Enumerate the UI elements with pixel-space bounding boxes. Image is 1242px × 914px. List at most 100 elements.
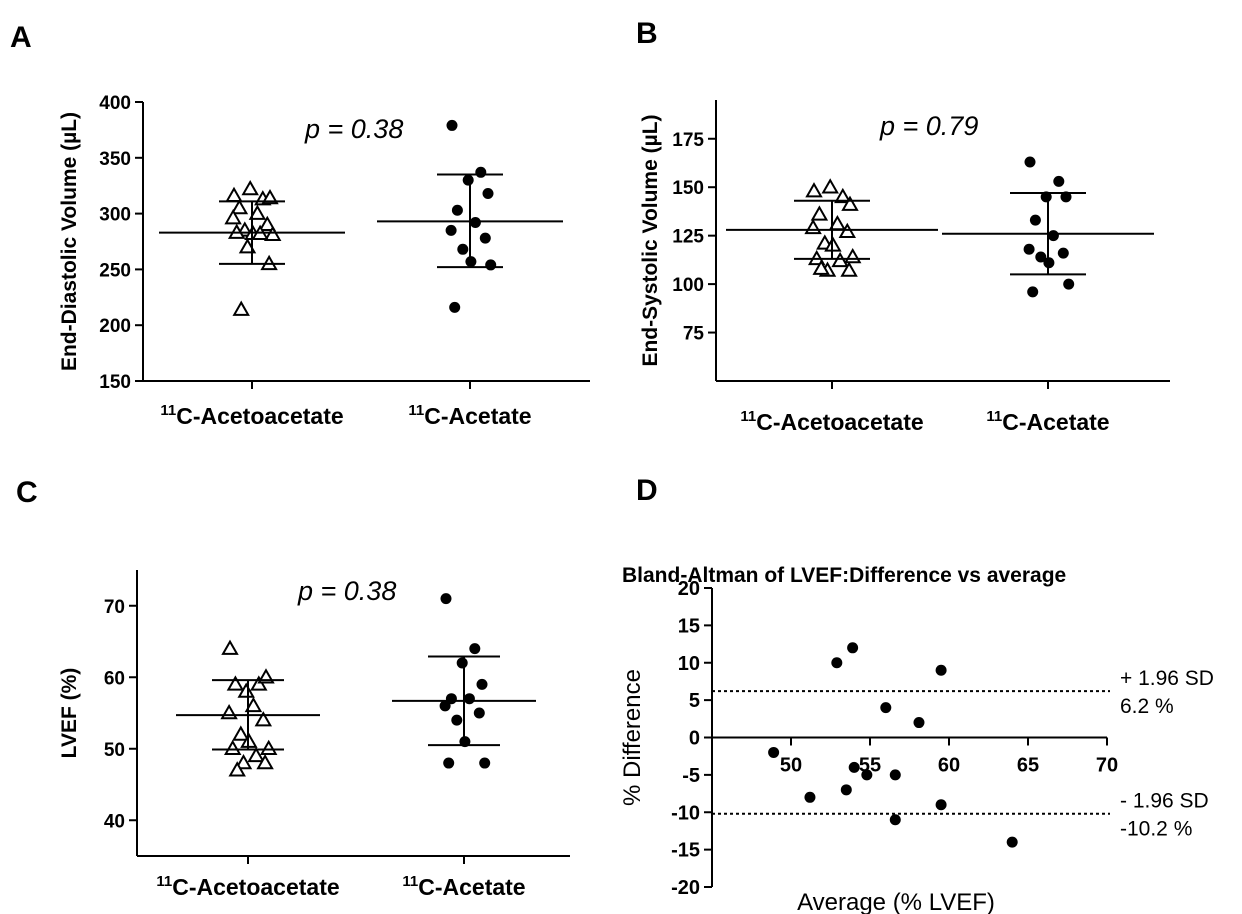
data-point-circle bbox=[463, 693, 475, 705]
data-point-circle bbox=[1060, 191, 1072, 203]
data-point-triangle bbox=[230, 199, 249, 215]
y-tick-label: 60 bbox=[104, 668, 125, 689]
data-point-circle bbox=[804, 791, 816, 803]
data-point-triangle bbox=[244, 696, 263, 713]
category-label: 11C-Acetate bbox=[402, 873, 525, 900]
data-point-circle bbox=[1047, 230, 1059, 242]
data-point-triangle bbox=[241, 180, 259, 196]
panel-letter-b: B bbox=[636, 17, 658, 50]
data-point-triangle bbox=[259, 739, 278, 755]
data-point-circle bbox=[451, 714, 463, 726]
data-point-circle bbox=[457, 243, 469, 255]
y-tick-label: 70 bbox=[104, 597, 125, 618]
category-label: 11C-Acetoacetate bbox=[740, 408, 923, 435]
data-point-circle bbox=[1057, 247, 1069, 259]
category-label: 11C-Acetoacetate bbox=[160, 402, 343, 429]
data-point-circle bbox=[485, 259, 497, 271]
data-point-circle bbox=[913, 717, 925, 729]
data-point-circle bbox=[440, 593, 452, 605]
data-point-circle bbox=[456, 657, 468, 669]
category-label: 11C-Acetate bbox=[408, 402, 531, 429]
p-value: p = 0.79 bbox=[879, 111, 978, 141]
y-axis-label: End-Systolic Volume (µL) bbox=[639, 114, 662, 366]
x-tick-label: 50 bbox=[780, 755, 802, 777]
y-tick-label: 125 bbox=[672, 227, 704, 248]
category-label-superscript: 11 bbox=[408, 402, 424, 419]
data-point-triangle bbox=[805, 182, 823, 198]
data-point-triangle bbox=[221, 639, 239, 655]
bland-altman-title: Bland-Altman of LVEF:Difference vs avera… bbox=[622, 564, 1066, 587]
y-axis-label: % Difference bbox=[619, 669, 646, 806]
reference-line-value: 6.2 % bbox=[1120, 695, 1174, 718]
data-point-circle bbox=[1035, 251, 1047, 263]
y-tick-label: 5 bbox=[689, 690, 700, 712]
data-point-triangle bbox=[258, 215, 277, 232]
category-label-text: C-Acetate bbox=[1002, 409, 1109, 435]
y-tick-label: 0 bbox=[689, 728, 700, 750]
data-point-triangle bbox=[261, 188, 279, 205]
data-point-circle bbox=[831, 657, 843, 669]
category-label: 11C-Acetoacetate bbox=[156, 873, 339, 900]
reference-line-label: - 1.96 SD bbox=[1120, 790, 1209, 813]
y-tick-label: -20 bbox=[671, 877, 700, 899]
data-point-circle bbox=[768, 746, 780, 758]
y-tick-label: 40 bbox=[104, 811, 125, 832]
y-tick-label: 100 bbox=[672, 275, 704, 296]
data-point-circle bbox=[1053, 175, 1065, 187]
data-point-triangle bbox=[804, 218, 822, 235]
y-axis-label: LVEF (%) bbox=[58, 668, 81, 759]
panel-letter-d: D bbox=[636, 474, 658, 507]
data-point-circle bbox=[462, 174, 474, 186]
data-point-circle bbox=[847, 642, 859, 654]
data-point-circle bbox=[476, 678, 488, 690]
data-point-circle bbox=[469, 217, 481, 229]
data-point-triangle bbox=[224, 209, 242, 225]
data-point-circle bbox=[479, 232, 491, 244]
y-tick-label: 400 bbox=[99, 93, 131, 114]
category-label-text: C-Acetate bbox=[424, 403, 531, 429]
y-tick-label: 350 bbox=[99, 149, 131, 170]
category-label: 11C-Acetate bbox=[986, 408, 1109, 435]
data-point-circle bbox=[445, 224, 457, 236]
data-point-circle bbox=[840, 784, 852, 796]
data-point-triangle bbox=[841, 195, 859, 211]
data-point-circle bbox=[449, 301, 461, 313]
x-tick-label: 65 bbox=[1017, 755, 1039, 777]
y-tick-label: -10 bbox=[671, 802, 700, 824]
data-point-triangle bbox=[248, 204, 267, 220]
y-tick-label: 300 bbox=[99, 205, 131, 226]
data-point-triangle bbox=[220, 703, 238, 720]
data-point-circle bbox=[475, 166, 487, 178]
p-value: p = 0.38 bbox=[297, 576, 396, 606]
data-point-circle bbox=[1024, 156, 1036, 168]
data-point-triangle bbox=[256, 754, 274, 770]
data-point-circle bbox=[935, 664, 947, 676]
y-tick-label: -5 bbox=[682, 765, 700, 787]
y-tick-label: 150 bbox=[672, 178, 704, 199]
data-point-circle bbox=[439, 700, 451, 712]
x-axis-label: Average (% LVEF) bbox=[797, 889, 995, 914]
data-point-triangle bbox=[232, 725, 250, 741]
x-tick-label: 70 bbox=[1096, 755, 1118, 777]
data-point-circle bbox=[1006, 836, 1018, 848]
data-point-circle bbox=[889, 814, 901, 826]
data-point-circle bbox=[479, 757, 491, 769]
p-value: p = 0.38 bbox=[304, 114, 403, 144]
y-tick-label: 200 bbox=[99, 316, 131, 337]
data-point-circle bbox=[935, 799, 947, 811]
y-tick-label: 250 bbox=[99, 260, 131, 281]
data-point-triangle bbox=[821, 178, 839, 194]
data-point-circle bbox=[1023, 243, 1035, 255]
panel-letter-a: A bbox=[10, 21, 32, 54]
data-point-triangle bbox=[250, 675, 268, 691]
category-label-text: C-Acetoacetate bbox=[756, 409, 923, 435]
data-point-triangle bbox=[840, 261, 858, 277]
data-point-triangle bbox=[232, 300, 250, 316]
y-tick-label: 10 bbox=[678, 653, 700, 675]
data-point-triangle bbox=[843, 247, 862, 264]
category-label-text: C-Acetoacetate bbox=[176, 403, 343, 429]
data-point-circle bbox=[880, 702, 892, 714]
category-label-superscript: 11 bbox=[986, 408, 1002, 425]
category-label-superscript: 11 bbox=[740, 408, 756, 425]
data-point-triangle bbox=[234, 754, 253, 770]
